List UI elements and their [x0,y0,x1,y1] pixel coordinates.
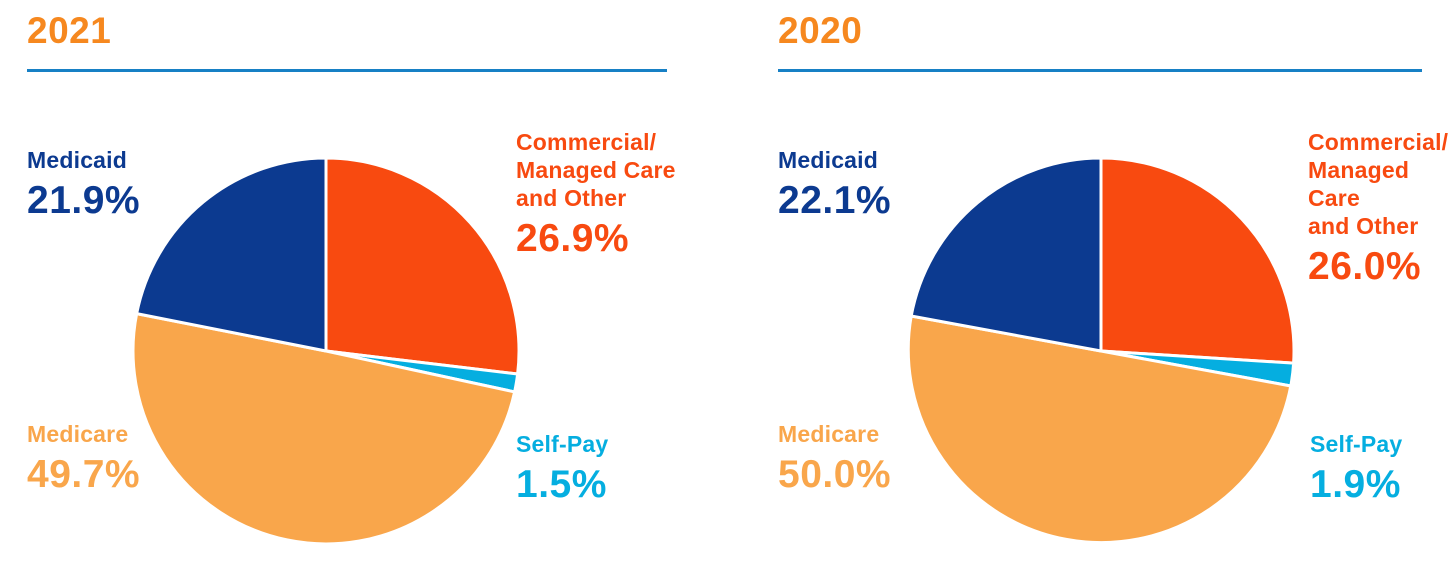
label-self-pay: Self-Pay 1.9% [1310,430,1402,504]
chart-panel-2021: 2021 Medicaid 21.9% Commercial/ Managed … [27,0,679,562]
title-divider-rule [778,69,1422,72]
label-medicaid-value: 22.1% [778,179,892,222]
label-commercial-value: 26.9% [516,217,630,260]
label-medicare-name: Medicare [27,421,129,447]
label-self-pay-name: Self-Pay [516,431,609,457]
label-medicare: Medicare 50.0% [778,420,891,494]
label-medicaid-name: Medicaid [778,147,879,173]
label-self-pay-name: Self-Pay [1310,431,1403,457]
label-self-pay: Self-Pay 1.5% [516,430,608,504]
label-medicaid-name: Medicaid [27,147,128,173]
label-medicaid: Medicaid 21.9% [27,146,140,220]
label-commercial: Commercial/ Managed Care and Other 26.9% [516,128,676,258]
label-commercial-name: Commercial/ Managed Care and Other [1308,129,1449,239]
pie-slice-medicaid [135,156,328,353]
chart-title: 2020 [778,10,863,51]
label-medicare-value: 50.0% [778,453,892,496]
label-commercial-name: Commercial/ Managed Care and Other [516,129,676,211]
label-self-pay-value: 1.5% [516,463,607,506]
chart-title: 2021 [27,10,112,51]
label-commercial: Commercial/ Managed Care and Other 26.0% [1308,128,1448,286]
label-self-pay-value: 1.9% [1310,463,1401,506]
label-medicaid-value: 21.9% [27,179,141,222]
label-commercial-value: 26.0% [1308,245,1422,288]
pie-slice-commercial [1099,156,1296,365]
label-medicare-name: Medicare [778,421,880,447]
pie-slice-medicare [906,314,1293,545]
pie-slice-medicare [131,312,517,546]
chart-panel-2020: 2020 Medicaid 22.1% Commercial/ Managed … [778,0,1448,562]
pie-chart-2021 [131,156,521,546]
label-medicare: Medicare 49.7% [27,420,140,494]
pie-slice-medicaid [909,156,1103,353]
title-divider-rule [27,69,667,72]
label-medicaid: Medicaid 22.1% [778,146,891,220]
label-medicare-value: 49.7% [27,453,141,496]
pie-chart-2020 [906,156,1296,545]
pie-slice-commercial [324,156,521,376]
